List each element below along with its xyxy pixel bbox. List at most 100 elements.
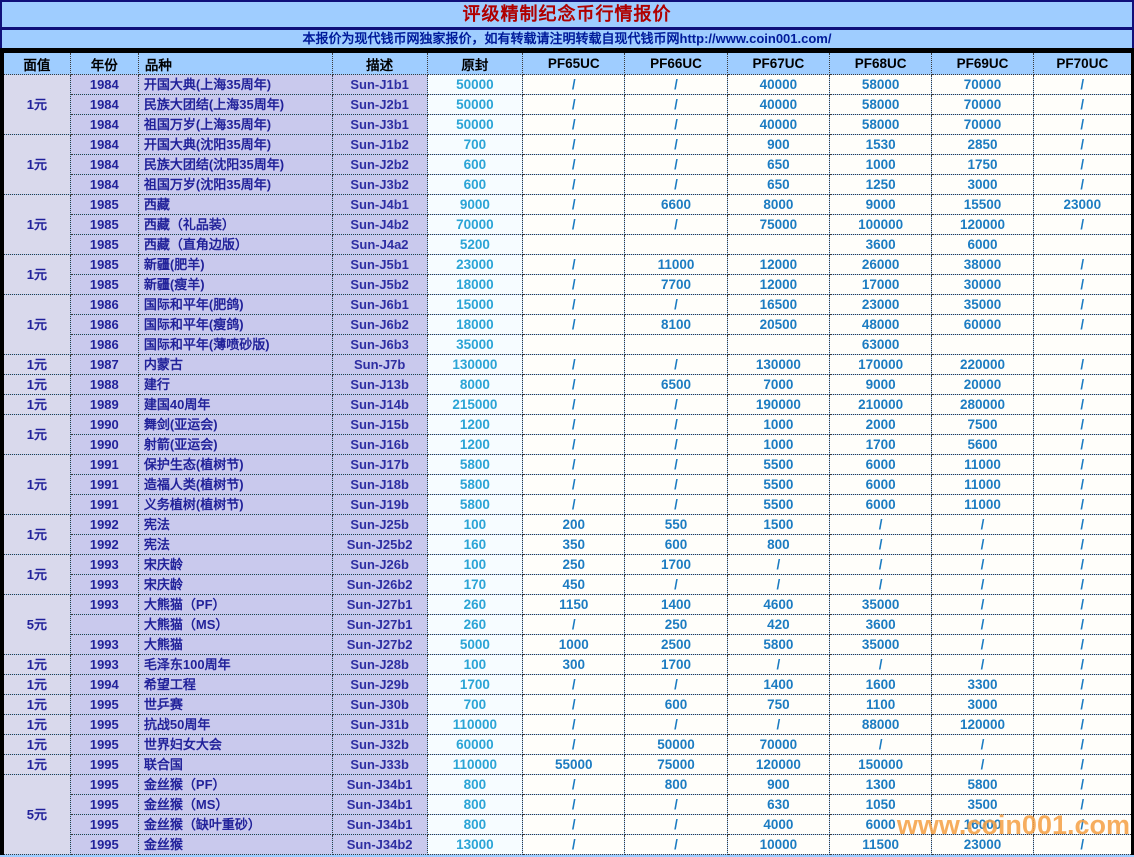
- column-header-pf67uc: PF67UC: [726, 48, 831, 75]
- desc-code-cell: Sun-J4b2: [331, 214, 428, 235]
- grade-price-cell: 100000: [828, 214, 933, 235]
- grade-price-cell: 800: [624, 774, 728, 795]
- grade-price-cell: 35000: [931, 294, 1034, 315]
- sealed-price-cell: 18000: [426, 274, 524, 295]
- year-cell: 1984: [69, 174, 139, 195]
- grade-price-cell: /: [1032, 714, 1134, 735]
- year-cell: 1986: [69, 334, 139, 355]
- desc-code-cell: Sun-J33b: [331, 754, 428, 775]
- grade-price-cell: 190000: [726, 394, 831, 415]
- grade-price-cell: 7700: [624, 274, 728, 295]
- grade-price-cell: 70000: [931, 114, 1034, 135]
- grade-price-cell: 88000: [828, 714, 933, 735]
- face-value-cell: 5元: [1, 594, 71, 655]
- year-cell: 1995: [69, 794, 139, 815]
- grade-price-cell: /: [1032, 634, 1134, 655]
- sealed-price-cell: 60000: [426, 734, 524, 755]
- variety-cell: 金丝猴（缺叶重砂）: [137, 814, 333, 835]
- grade-price-cell: 1700: [624, 654, 728, 675]
- grade-price-cell: 4000: [726, 814, 831, 835]
- year-cell: 1993: [69, 654, 139, 675]
- grade-price-cell: 2000: [828, 414, 933, 435]
- grade-price-cell: 350: [522, 534, 626, 555]
- table-row: 1985 西藏（直角边版） Sun-J4a2 5200 3600 6000: [2, 234, 1134, 255]
- table-row: 5元 1993 大熊猫（PF） Sun-J27b1 260 1150 1400 4600 350…: [1, 594, 1134, 655]
- desc-code-cell: Sun-J32b: [331, 734, 428, 755]
- desc-code-cell: Sun-J6b1: [331, 294, 428, 315]
- desc-code-cell: Sun-J14b: [331, 394, 428, 415]
- grade-price-cell: /: [522, 734, 626, 755]
- year-cell: 1984: [69, 114, 139, 135]
- grade-price-cell: [624, 234, 728, 255]
- grade-price-cell: 800: [726, 534, 831, 555]
- sealed-price-cell: 70000: [426, 214, 524, 235]
- grade-price-cell: /: [1032, 74, 1134, 95]
- sealed-price-cell: 170: [426, 574, 524, 595]
- grade-price-cell: [726, 334, 831, 355]
- grade-price-cell: 1700: [624, 554, 728, 575]
- grade-price-cell: 650: [726, 154, 831, 175]
- year-cell: 1995: [69, 814, 139, 835]
- variety-cell: 西藏（直角边版）: [137, 234, 333, 255]
- page-title: 评级精制纪念币行情报价: [462, 4, 672, 24]
- table-row: 1元 1993 宋庆龄 Sun-J26b 100 250 1700// / /: [1, 554, 1134, 595]
- grade-price-cell: /: [931, 574, 1034, 595]
- price-table: 面值 年份 品种 描述 原封 PF65UC PF66UC PF67UC PF68UC PF69UC…: [0, 48, 1134, 855]
- table-row: 5元 1995 金丝猴（PF） Sun-J34b1 800/800 900 1300 5800…: [1, 774, 1134, 855]
- grade-price-cell: /: [1032, 494, 1134, 515]
- grade-price-cell: /: [828, 574, 933, 595]
- grade-price-cell: /: [522, 294, 626, 315]
- grade-price-cell: 5800: [726, 634, 831, 655]
- face-value-cell: 1元: [1, 134, 71, 195]
- table-row: 1985 西藏（礼品装） Sun-J4b2 70000//75000 100000 120…: [2, 214, 1134, 235]
- grade-price-cell: /: [522, 254, 626, 275]
- grade-price-cell: /: [522, 494, 626, 515]
- table-row: 1985 新疆(瘦羊) Sun-J5b2 18000/7700 12000 17000 30…: [2, 274, 1134, 295]
- table-row: 1元 1995 抗战50周年 Sun-J31b 110000///88000 120000…: [1, 714, 1134, 735]
- face-value-cell: 1元: [1, 354, 71, 375]
- grade-price-cell: 12000: [726, 254, 831, 275]
- grade-price-cell: 900: [726, 134, 831, 155]
- face-value-cell: 1元: [1, 374, 71, 395]
- grade-price-cell: 1400: [624, 594, 728, 615]
- grade-price-cell: /: [1032, 134, 1134, 155]
- grade-price-cell: 40000: [726, 114, 831, 135]
- grade-price-cell: /: [624, 74, 728, 95]
- year-cell: 1992: [69, 514, 139, 535]
- variety-cell: 大熊猫（PF）: [137, 594, 333, 615]
- grade-price-cell: /: [624, 814, 728, 835]
- desc-code-cell: Sun-J2b2: [331, 154, 428, 175]
- sealed-price-cell: 5800: [426, 474, 524, 495]
- grade-price-cell: /: [624, 114, 728, 135]
- variety-cell: 舞剑(亚运会): [137, 414, 333, 435]
- grade-price-cell: 300: [522, 654, 626, 675]
- grade-price-cell: /: [522, 774, 626, 795]
- grade-price-cell: /: [522, 674, 626, 695]
- grade-price-cell: /: [624, 214, 728, 235]
- table-row: 1984 民族大团结(沈阳35周年) Sun-J2b2 600//650 1000 175…: [2, 154, 1134, 175]
- desc-code-cell: Sun-J34b1: [331, 774, 428, 795]
- table-row: 1991 义务植树(植树节) Sun-J19b 5800//5500 6000 11000…: [2, 494, 1134, 515]
- grade-price-cell: 1250: [828, 174, 933, 195]
- grade-price-cell: /: [522, 434, 626, 455]
- desc-code-cell: Sun-J4b1: [331, 194, 428, 215]
- year-cell: 1986: [69, 294, 139, 315]
- grade-price-cell: 210000: [828, 394, 933, 415]
- year-cell: 1985: [69, 214, 139, 235]
- variety-cell: 民族大团结(上海35周年): [137, 94, 333, 115]
- variety-cell: 新疆(瘦羊): [137, 274, 333, 295]
- table-row: 1元 1986 国际和平年(肥鸽) Sun-J6b1 15000//16500 23000…: [1, 294, 1134, 355]
- variety-cell: 新疆(肥羊): [137, 254, 333, 275]
- grade-price-cell: 40000: [726, 94, 831, 115]
- year-cell: 1993: [69, 634, 139, 655]
- grade-price-cell: 70000: [726, 734, 831, 755]
- variety-cell: 建国40周年: [137, 394, 333, 415]
- year-cell: 1990: [69, 434, 139, 455]
- grade-price-cell: 5500: [726, 474, 831, 495]
- grade-price-cell: [726, 234, 831, 255]
- grade-price-cell: /: [624, 154, 728, 175]
- desc-code-cell: Sun-J5b2: [331, 274, 428, 295]
- variety-cell: 金丝猴（MS）: [137, 794, 333, 815]
- grade-price-cell: /: [522, 274, 626, 295]
- table-row: 1元 1993 毛泽东100周年 Sun-J28b 100 300 1700// / /: [1, 654, 1134, 675]
